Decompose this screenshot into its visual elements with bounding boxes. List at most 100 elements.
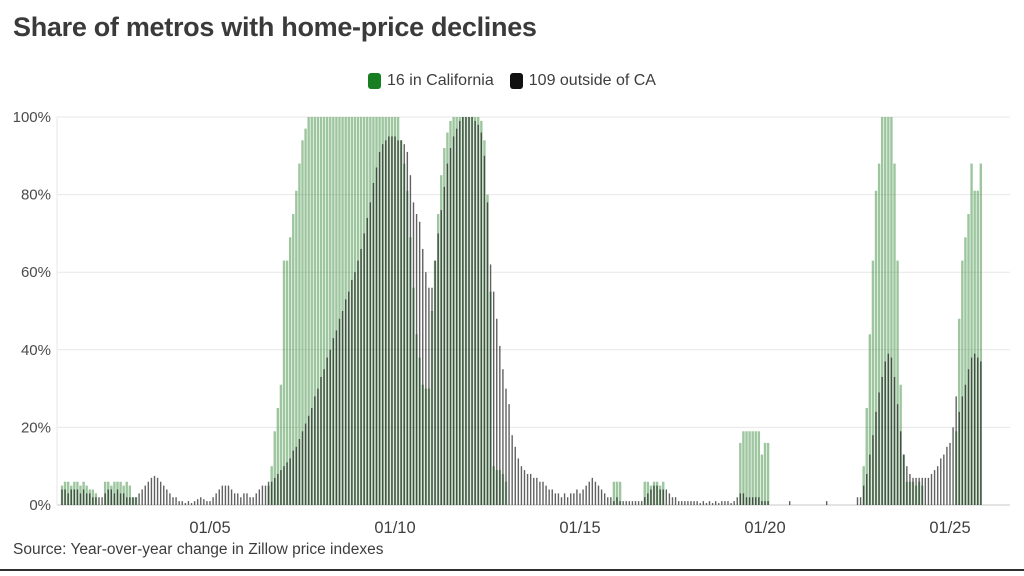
bar — [144, 485, 146, 505]
bar — [946, 446, 948, 505]
bar — [961, 260, 964, 505]
bar — [101, 497, 103, 505]
bar — [237, 493, 239, 505]
bar — [570, 493, 572, 505]
bar — [298, 439, 301, 505]
legend-item-california: 16 in California — [368, 72, 494, 90]
bar — [906, 466, 908, 505]
bottom-divider — [0, 569, 1024, 571]
bar — [483, 155, 486, 506]
y-axis-tick-label: 80% — [21, 187, 51, 204]
bar — [739, 442, 742, 505]
bar — [884, 117, 887, 505]
bar — [579, 493, 581, 505]
bar — [545, 485, 547, 505]
bar — [702, 501, 705, 505]
bar — [200, 497, 202, 505]
bar — [292, 214, 295, 505]
bar — [585, 485, 587, 505]
bar — [391, 136, 393, 505]
bar — [949, 442, 951, 505]
bar — [930, 473, 933, 505]
bar — [67, 493, 69, 505]
bar — [893, 163, 896, 505]
bar — [172, 497, 174, 505]
bar — [325, 117, 329, 505]
chart-title: Share of metros with home-price declines — [13, 12, 537, 42]
bar — [307, 117, 310, 505]
bar — [563, 493, 566, 505]
bar — [761, 501, 763, 505]
bar — [690, 501, 692, 505]
bar — [724, 501, 726, 505]
bar — [132, 497, 134, 505]
bar — [314, 396, 316, 505]
bar — [681, 501, 683, 505]
bar — [613, 501, 615, 505]
bar — [385, 140, 387, 505]
bar — [754, 431, 757, 505]
bar — [227, 485, 230, 505]
bar — [887, 353, 890, 505]
bar — [295, 446, 298, 505]
bar — [175, 497, 177, 505]
bar — [288, 237, 292, 505]
bar — [135, 497, 137, 505]
bar — [418, 221, 421, 505]
bar — [557, 493, 560, 505]
bar — [868, 334, 872, 505]
bar — [763, 442, 767, 505]
bar — [767, 501, 769, 505]
bar — [122, 493, 125, 505]
bar — [351, 279, 353, 505]
bar — [671, 497, 674, 505]
bar — [533, 477, 535, 505]
bar — [230, 489, 233, 505]
bar — [369, 202, 372, 506]
bar — [73, 489, 76, 505]
bar — [912, 477, 914, 505]
bar — [499, 345, 501, 505]
bar — [721, 501, 723, 505]
legend-label-california: 16 in California — [387, 72, 494, 89]
bar — [727, 501, 729, 505]
bar — [113, 493, 116, 505]
bar — [76, 489, 79, 505]
bar — [955, 396, 957, 505]
bar — [899, 431, 902, 505]
bar — [452, 136, 455, 505]
bar — [964, 237, 967, 505]
bar — [462, 117, 464, 505]
x-axis-tick-label: 01/05 — [189, 519, 230, 537]
bar — [304, 423, 307, 505]
bar — [662, 489, 664, 505]
bar — [252, 497, 254, 505]
bar — [255, 493, 257, 505]
bar — [825, 501, 828, 505]
bar — [282, 260, 286, 505]
bar — [492, 291, 495, 505]
bar — [434, 260, 436, 505]
bar — [872, 435, 874, 505]
bar — [936, 466, 939, 505]
bar — [924, 477, 927, 505]
bar — [224, 485, 227, 505]
bar — [881, 376, 883, 505]
bar — [372, 182, 375, 505]
bar — [591, 477, 594, 505]
legend-item-outside-ca: 109 outside of CA — [509, 72, 656, 90]
bar — [865, 408, 868, 505]
bar — [150, 477, 153, 505]
bar — [699, 503, 701, 505]
bar — [977, 357, 979, 505]
bar — [326, 357, 328, 505]
bar — [307, 415, 310, 505]
bar — [437, 233, 439, 505]
bar — [976, 190, 979, 505]
bar — [270, 481, 273, 505]
bar — [394, 136, 396, 505]
y-axis-tick-label: 20% — [21, 419, 51, 436]
bar — [332, 338, 335, 505]
bar — [70, 489, 72, 505]
bar — [502, 369, 504, 505]
